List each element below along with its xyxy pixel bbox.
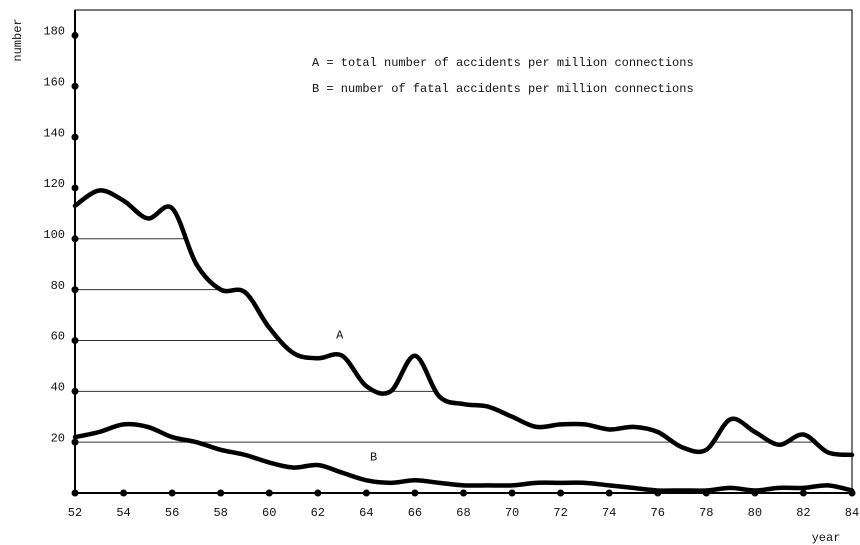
grid-mask [75,10,852,455]
x-tick-label: 54 [116,506,130,520]
y-tick-mark [71,235,79,243]
x-tick-mark [362,489,370,497]
x-tick-label: 72 [553,506,567,520]
x-tick-mark [217,489,225,497]
y-tick-mark [71,286,79,294]
x-tick-label: 82 [796,506,810,520]
y-tick-mark [71,82,79,90]
x-tick-label: 64 [359,506,373,520]
y-tick-label: 120 [43,177,65,191]
x-tick-mark [557,489,565,497]
x-tick-label: 62 [311,506,325,520]
x-tick-label: 52 [68,506,82,520]
y-tick-label: 40 [51,380,65,394]
y-tick-label: 80 [51,279,65,293]
y-tick-label: 160 [43,75,65,89]
x-tick-label: 78 [699,506,713,520]
x-tick-label: 66 [408,506,422,520]
x-tick-label: 60 [262,506,276,520]
line-series [72,188,855,458]
x-tick-label: 70 [505,506,519,520]
legend-entry: A = total number of accidents per millio… [312,56,694,70]
y-tick-label: 180 [43,25,65,39]
x-tick-label: 84 [845,506,859,520]
x-tick-label: 76 [651,506,665,520]
x-tick-mark [605,489,613,497]
y-tick-mark [71,31,79,39]
x-tick-mark [168,489,176,497]
y-tick-mark [71,184,79,192]
annotation: A [336,329,344,343]
y-tick-mark [71,133,79,141]
x-tick-mark [460,489,467,497]
x-tick-label: 68 [456,506,470,520]
y-tick-mark [71,387,79,395]
y-tick-label: 140 [43,126,65,140]
x-tick-label: 80 [748,506,762,520]
y-tick-label: 60 [51,330,65,344]
x-tick-label: 58 [213,506,227,520]
line-series [72,421,855,493]
x-tick-mark [265,489,273,497]
y-tick-mark [71,336,79,344]
x-tick-mark [314,489,322,497]
x-tick-mark [71,489,79,497]
x-tick-label: 56 [165,506,179,520]
x-tick-mark [411,489,419,497]
y-axis-label: number [11,18,25,61]
legend-entry: B = number of fatal accidents per millio… [312,82,694,96]
y-tick-label: 20 [51,431,65,445]
y-tick-mark [71,438,79,446]
x-tick-mark [120,489,128,497]
x-tick-label: 74 [602,506,616,520]
x-tick-mark [508,489,516,497]
x-axis-label: year [812,531,841,545]
x-tick-mark [799,489,807,497]
y-tick-label: 100 [43,228,65,242]
annotation: B [370,451,377,465]
